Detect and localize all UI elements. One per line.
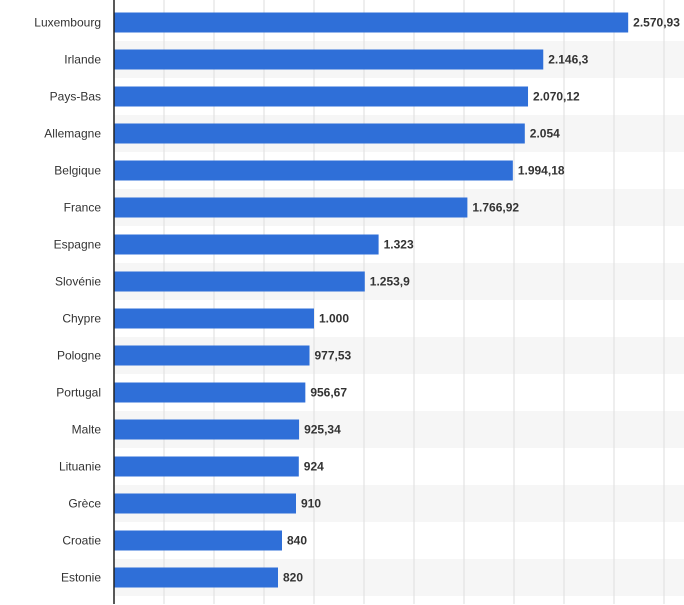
- value-label: 1.253,9: [370, 275, 410, 289]
- category-label: Allemagne: [44, 127, 101, 141]
- value-labels: 2.570,93 2.146,3 2.070,12 2.054 1.994,18 1.76…: [283, 16, 680, 585]
- bars: [114, 12, 629, 588]
- value-label: 2.054: [530, 127, 560, 141]
- category-label: Slovénie: [55, 275, 101, 289]
- category-label: Grèce: [68, 497, 101, 511]
- value-label: 2.070,12: [533, 90, 580, 104]
- bar: [114, 419, 300, 440]
- value-label: 956,67: [310, 386, 347, 400]
- category-label: Pays-Bas: [50, 90, 101, 104]
- category-labels: Luxembourg Irlande Pays-Bas Allemagne Belgiq…: [34, 16, 101, 585]
- category-label: Estonie: [61, 571, 101, 585]
- bar: [114, 308, 314, 329]
- value-label: 840: [287, 534, 307, 548]
- bar: [114, 123, 525, 144]
- value-label: 2.146,3: [548, 53, 588, 67]
- category-label: Chypre: [62, 312, 101, 326]
- bar: [114, 530, 282, 551]
- category-label: Luxembourg: [34, 16, 101, 30]
- category-label: Lituanie: [59, 460, 101, 474]
- value-label: 1.000: [319, 312, 349, 326]
- value-label: 925,34: [304, 423, 341, 437]
- category-label: Pologne: [57, 349, 101, 363]
- category-label: Belgique: [54, 164, 101, 178]
- category-label: Espagne: [54, 238, 102, 252]
- bar: [114, 271, 365, 292]
- bar: [114, 567, 278, 588]
- value-label: 977,53: [315, 349, 352, 363]
- bar: [114, 382, 306, 403]
- value-label: 2.570,93: [633, 16, 680, 30]
- value-label: 924: [304, 460, 324, 474]
- value-label: 1.994,18: [518, 164, 565, 178]
- bar: [114, 160, 513, 181]
- bar: [114, 86, 529, 107]
- value-label: 820: [283, 571, 303, 585]
- value-label: 1.323: [384, 238, 414, 252]
- bar: [114, 197, 468, 218]
- bar: [114, 345, 310, 366]
- category-label: Irlande: [64, 53, 101, 67]
- category-label: France: [64, 201, 102, 215]
- value-label: 910: [301, 497, 321, 511]
- bar: [114, 12, 629, 33]
- category-label: Portugal: [56, 386, 101, 400]
- bar: [114, 49, 544, 70]
- value-label: 1.766,92: [472, 201, 519, 215]
- bar: [114, 456, 299, 477]
- bar: [114, 493, 296, 514]
- bar: [114, 234, 379, 255]
- category-label: Malte: [72, 423, 102, 437]
- category-label: Croatie: [62, 534, 101, 548]
